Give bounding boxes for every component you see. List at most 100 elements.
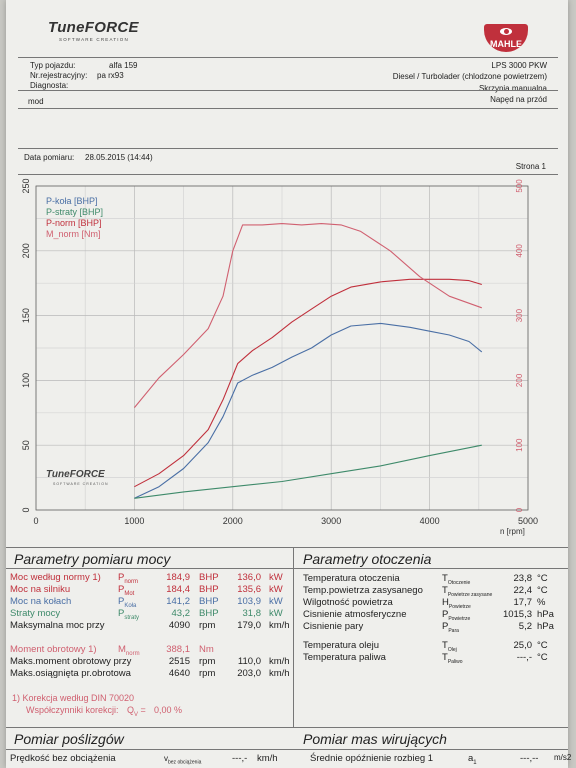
power-row-v1: 141,2 — [166, 596, 190, 607]
slip-row-value: ---,- — [232, 753, 248, 764]
dyno-chart: 0 1000 2000 3000 4000 5000 0 50 100 150 200 250 0 100… — [21, 178, 538, 536]
ambient-row-symbol: TOlej — [442, 640, 457, 653]
power-row-label: Maks.osiągnięta pr.obrotowa — [10, 668, 131, 679]
ambient-row-symbol: TPaliwo — [442, 652, 463, 665]
chart-axes — [35, 185, 529, 511]
y2-tick-label: 0 — [515, 507, 524, 512]
power-row-u1: rpm — [199, 620, 216, 631]
ambient-row-unit: °C — [537, 640, 548, 651]
ambient-row-label: Temperatura otoczenia — [303, 573, 400, 584]
power-row-u1: BHP — [199, 584, 219, 595]
x-tick-label: 4000 — [420, 516, 440, 526]
series-line-3 — [133, 223, 482, 408]
ambient-row-value: 5,2 — [518, 621, 532, 632]
power-row-v2: 110,0 — [237, 656, 261, 667]
power-row-v2: 135,6 — [237, 584, 261, 595]
legend-p-straty: P-straty [BHP] — [46, 207, 104, 217]
power-row-symbol: Pstraty — [118, 608, 140, 621]
power-row-v2: 136,0 — [237, 572, 261, 583]
power-row-v1: 4640 — [168, 668, 190, 679]
ambient-row-value: ---,- — [516, 652, 532, 663]
ambient-row-label: Temperatura oleju — [303, 640, 380, 651]
power-row-u1: BHP — [199, 596, 219, 607]
ambient-row-symbol: TPowietrze zasysane — [442, 585, 493, 598]
chart-series — [133, 223, 483, 499]
vehicle-type-value: alfa 159 — [109, 61, 138, 70]
ambient-row-symbol: PPara — [442, 621, 459, 634]
rotating-mass-title: Pomiar mas wirujących — [303, 731, 447, 747]
ambient-row-unit: % — [537, 597, 546, 608]
power-row-v2: 31,8 — [242, 608, 262, 619]
y-tick-label: 250 — [21, 178, 31, 193]
power-row-v2: 103,9 — [237, 596, 261, 607]
ambient-row-unit: hPa — [537, 609, 554, 620]
registration-label: Nr.rejestracyjny: — [30, 71, 88, 80]
power-row-symbol: PMot — [118, 584, 135, 597]
series-line-0 — [134, 322, 483, 499]
y2-tick-label: 400 — [515, 244, 524, 258]
ambient-row-value: 25,0 — [513, 640, 533, 651]
rotating-row-label: Średnie opóźnienie rozbieg 1 — [310, 753, 434, 764]
gearbox-type: Skrzynia manualna — [478, 84, 547, 93]
slip-row-unit: km/h — [257, 753, 278, 764]
chart-watermark-logo: TuneFORCE SOFTWARE CREATION — [46, 469, 109, 486]
drive-type: Napęd na przód — [490, 95, 547, 104]
power-row-u2: km/h — [269, 668, 290, 679]
power-row-label: Moc na silniku — [10, 584, 71, 595]
correction-factor-symbol: QV = — [127, 705, 146, 718]
power-row-u2: kW — [269, 572, 283, 583]
legend-m-norm: M_norm [Nm] — [46, 229, 101, 239]
y-tick-label: 50 — [21, 440, 31, 450]
note-text: mod — [28, 97, 44, 106]
ambient-params-title: Parametry otoczenia — [303, 551, 432, 567]
x-tick-label: 3000 — [321, 516, 341, 526]
power-row-u1: rpm — [199, 668, 216, 679]
brand-tagline: SOFTWARE CREATION — [59, 37, 129, 42]
power-row-u1: BHP — [199, 608, 219, 619]
y-tick-label: 150 — [21, 308, 31, 323]
slip-row-symbol: vbez obciążenia — [164, 754, 202, 766]
page-number: Strona 1 — [515, 162, 546, 171]
power-row-symbol: PKoła — [118, 596, 137, 609]
correction-note: 1) Korekcja według DIN 70020 — [12, 693, 135, 703]
power-row-label: Straty mocy — [10, 608, 61, 619]
ambient-row-label: Wilgotność powietrza — [303, 597, 393, 608]
ambient-row-value: 22,4 — [513, 585, 533, 596]
measurement-date: 28.05.2015 (14:44) — [85, 153, 153, 162]
series-line-1 — [134, 444, 482, 499]
x-tick-label: 5000 — [518, 516, 538, 526]
power-row-label: Maks.moment obrotowy przy — [10, 656, 132, 667]
rotating-row-unit: m/s2 — [554, 753, 572, 762]
mahle-logo: MAHLE — [484, 24, 528, 52]
power-row-label: Maksymalna moc przy — [10, 620, 105, 631]
ambient-row-unit: °C — [537, 652, 548, 663]
diagnosis-label: Diagnosta: — [30, 81, 69, 90]
ambient-row-symbol: HPowietrze — [442, 597, 471, 610]
power-row-u2: kW — [269, 596, 283, 607]
power-row-u2: kW — [269, 584, 283, 595]
chart-ticks: 0 1000 2000 3000 4000 5000 0 50 100 150 200 250 0 100… — [21, 178, 538, 526]
ambient-row-label: Cisnienie atmosferyczne — [303, 609, 407, 620]
y-tick-label: 200 — [21, 243, 31, 258]
power-row-label: Moc na kołach — [10, 596, 72, 607]
ambient-row-value: 23,8 — [513, 573, 533, 584]
ambient-row-symbol: TOtoczenie — [442, 573, 471, 586]
series-line-2 — [134, 278, 482, 488]
measurement-date-label: Data pomiaru: — [24, 153, 75, 162]
ambient-row-symbol: PPowietrze — [442, 609, 471, 622]
ambient-row-unit: hPa — [537, 621, 554, 632]
power-row-v1: 184,9 — [166, 572, 190, 583]
power-row-v1: 4090 — [168, 620, 190, 631]
power-row-symbol: Pnorm — [118, 572, 139, 585]
ambient-row-value: 17,7 — [513, 597, 533, 608]
power-row-u2: kW — [269, 608, 283, 619]
x-tick-label: 0 — [33, 516, 38, 526]
rotating-row-value: ---,-- — [520, 753, 539, 764]
device-name: LPS 3000 PKW — [491, 61, 547, 70]
y2-tick-label: 300 — [515, 308, 524, 322]
y2-tick-label: 200 — [515, 373, 524, 387]
ambient-row-label: Cisnienie pary — [303, 621, 364, 632]
y-tick-label: 0 — [21, 507, 31, 512]
brand-logo: TuneFORCE — [48, 19, 139, 36]
svg-text:SOFTWARE CREATION: SOFTWARE CREATION — [53, 482, 109, 486]
